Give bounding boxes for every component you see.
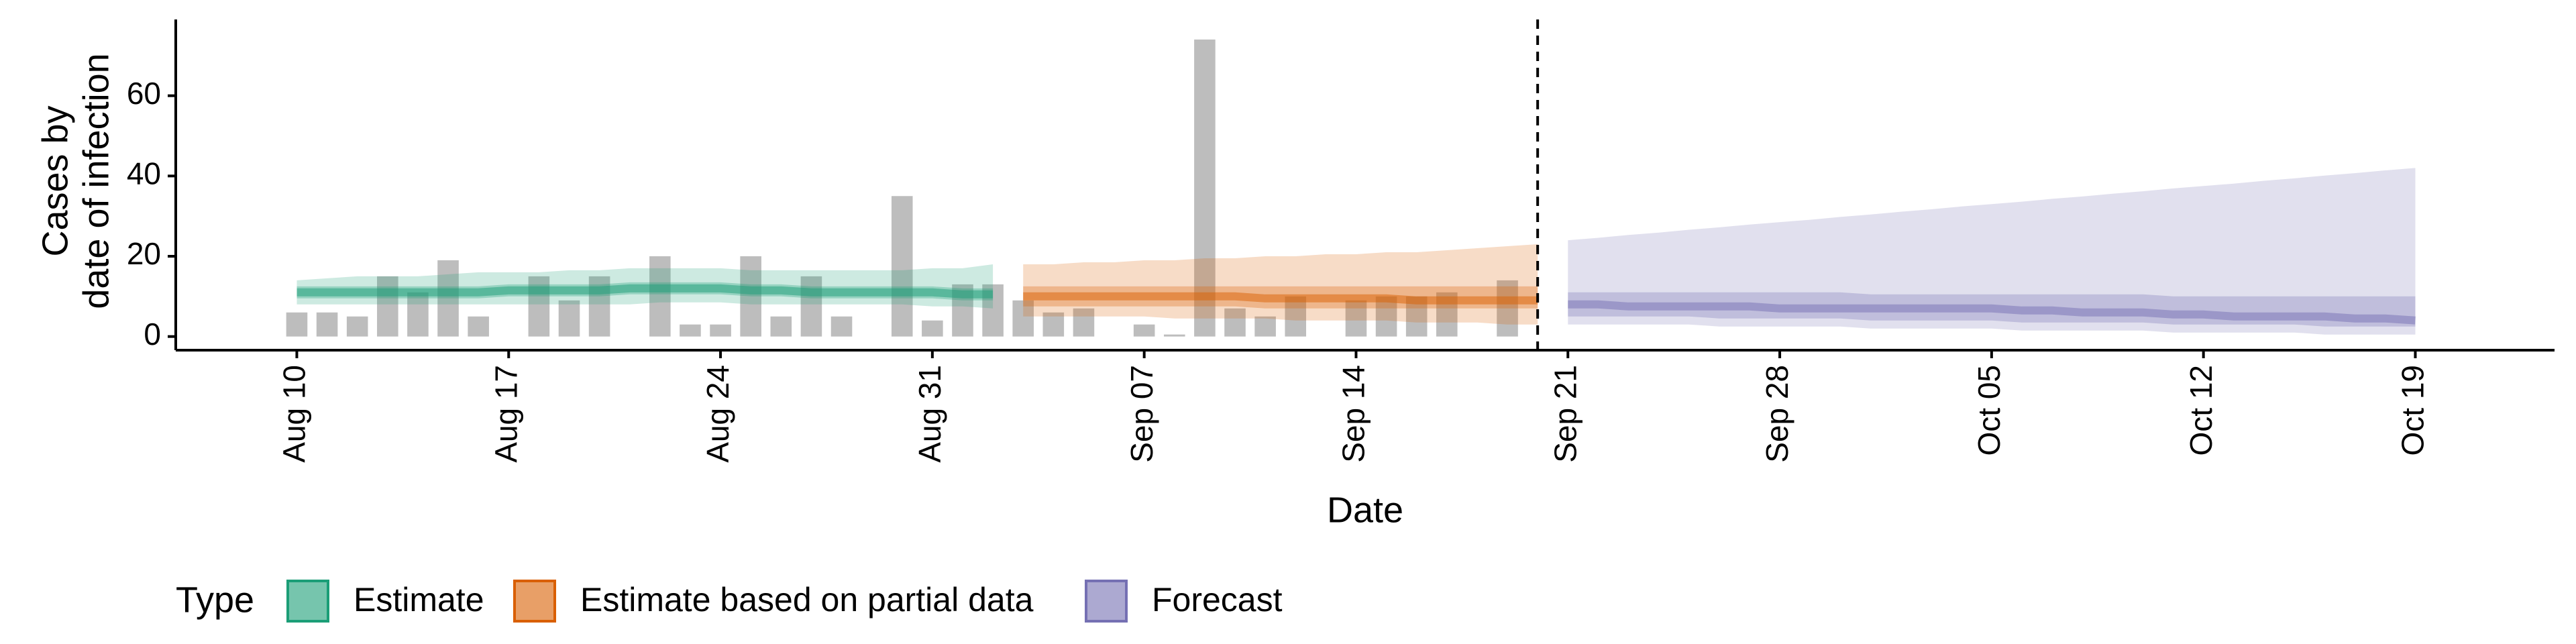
bar <box>1073 308 1095 337</box>
band-90 <box>1568 168 2416 335</box>
median-line <box>1023 292 1538 305</box>
bar <box>346 316 368 337</box>
bar <box>1042 312 1065 337</box>
bar <box>680 324 701 337</box>
x-axis-label: Date <box>1327 490 1403 530</box>
legend-swatch <box>1085 580 1128 623</box>
y-tick-label: 20 <box>127 236 161 271</box>
y-axis-label: Cases by <box>35 105 75 256</box>
bar <box>710 324 731 337</box>
x-tick-label: Sep 21 <box>1548 365 1582 463</box>
bar <box>377 276 398 337</box>
bar <box>1012 300 1034 337</box>
bar <box>649 256 671 337</box>
bar <box>286 312 308 337</box>
bar <box>468 316 489 337</box>
legend-swatch <box>513 580 556 623</box>
median-line <box>1568 300 2416 325</box>
legend-title: Type <box>176 580 254 620</box>
y-tick-label: 40 <box>127 156 161 191</box>
bar <box>558 300 580 337</box>
bar <box>1163 334 1185 337</box>
bar <box>740 256 761 337</box>
x-tick-label: Oct 12 <box>2184 365 2218 456</box>
y-tick-label: 0 <box>144 317 161 352</box>
bar <box>1224 308 1246 337</box>
legend-label: Forecast <box>1152 581 1283 619</box>
x-tick-label: Aug 31 <box>912 365 947 463</box>
bar <box>1345 300 1367 337</box>
bar <box>891 196 913 337</box>
y-tick-label: 60 <box>127 76 161 111</box>
bar <box>830 316 853 337</box>
bar <box>1254 316 1276 337</box>
legend-label: Estimate <box>354 581 484 619</box>
bar <box>407 292 429 337</box>
x-tick-label: Oct 19 <box>2396 365 2430 456</box>
x-tick-label: Sep 28 <box>1760 365 1794 463</box>
bar <box>1285 296 1307 337</box>
x-tick-label: Aug 17 <box>488 365 523 463</box>
x-tick-label: Aug 10 <box>277 365 312 463</box>
bar <box>770 316 792 337</box>
y-axis-label: date of infection <box>76 53 116 309</box>
bar <box>1375 296 1397 337</box>
bar <box>800 276 822 337</box>
bar <box>1194 39 1216 337</box>
bar <box>316 312 338 337</box>
x-tick-label: Aug 24 <box>700 365 735 463</box>
x-tick-label: Oct 05 <box>1972 365 2006 456</box>
band-90 <box>1023 244 1538 325</box>
bar <box>437 260 459 337</box>
x-tick-label: Sep 14 <box>1336 365 1371 463</box>
legend-label: Estimate based on partial data <box>580 581 1034 619</box>
bar <box>1133 324 1155 337</box>
bar <box>1497 280 1518 337</box>
legend-swatch <box>286 580 329 623</box>
x-tick-label: Sep 07 <box>1124 365 1159 463</box>
median-line <box>297 284 994 299</box>
bar <box>922 320 943 337</box>
bar <box>528 276 550 337</box>
